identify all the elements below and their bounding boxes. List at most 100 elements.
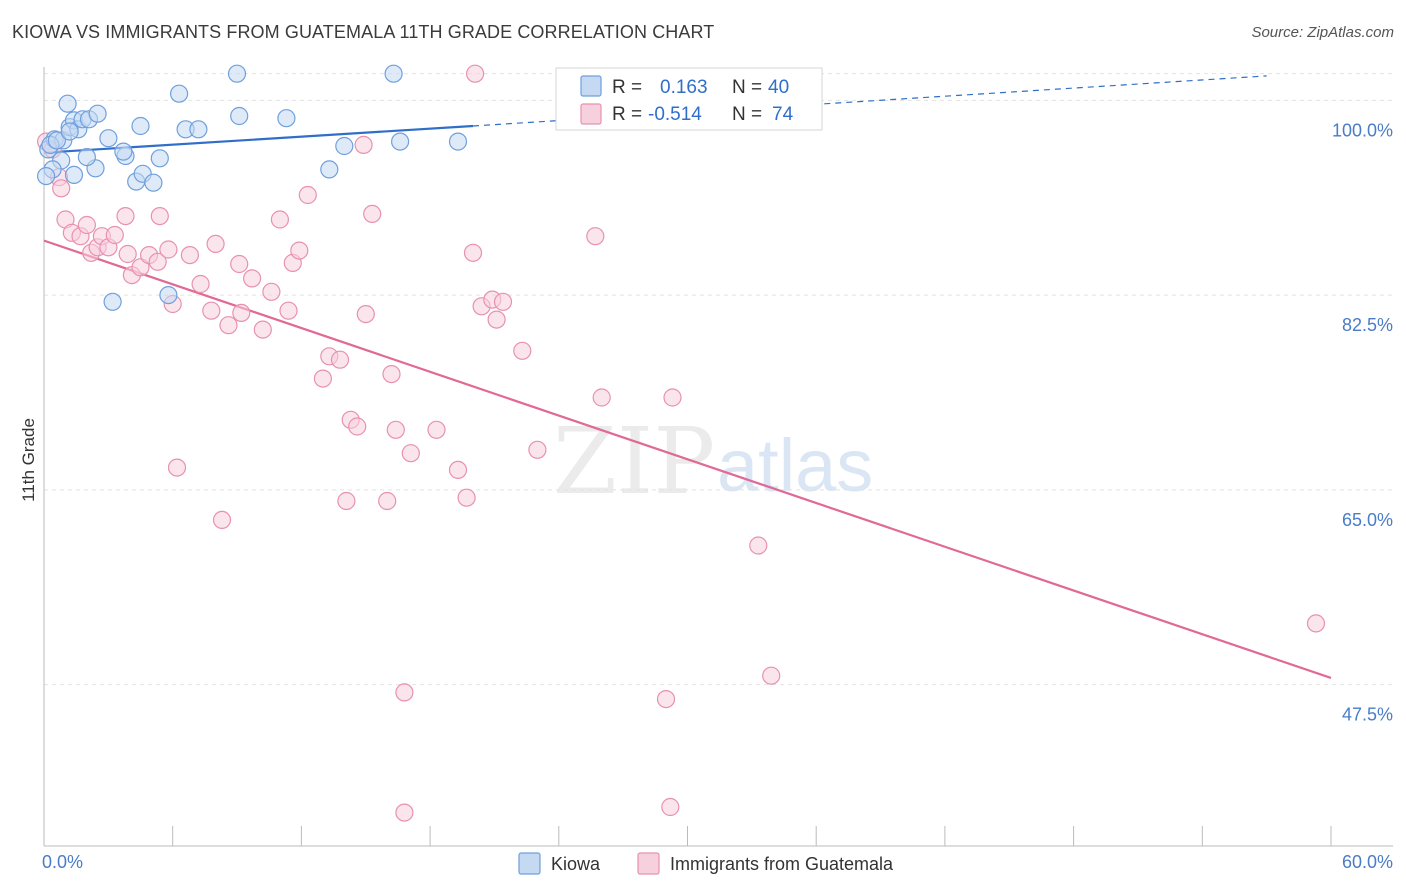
guatemala-point-47	[427, 420, 446, 439]
kiowa-point-26	[230, 106, 249, 126]
kiowa-point-30	[335, 136, 354, 156]
bottom-legend-guatemala: Immigrants from Guatemala	[670, 854, 894, 874]
y-tick-label-0: 100.0%	[1332, 120, 1393, 140]
guatemala-point-28	[232, 303, 251, 322]
guatemala-point-26	[219, 316, 238, 335]
guatemala-point-69	[212, 510, 232, 530]
trend-lines	[43, 75, 1332, 680]
source-label: Source: ZipAtlas.com	[1251, 24, 1394, 41]
guatemala-point-7	[77, 215, 97, 235]
y-tick-label-1: 82.5%	[1342, 315, 1393, 335]
legend-n-value-guatemala: 74	[772, 104, 794, 125]
kiowa-point-38	[47, 131, 67, 150]
guatemala-point-45	[386, 420, 405, 439]
kiowa-point-8	[88, 104, 107, 123]
kiowa-point-36	[36, 167, 56, 186]
guatemala-point-39	[330, 350, 350, 369]
guatemala-point-22	[180, 246, 199, 265]
guatemala-point-46	[401, 444, 420, 463]
guatemala-point-35	[290, 241, 309, 260]
guatemala-point-19	[150, 207, 169, 226]
data-points	[36, 64, 1326, 822]
guatemala-point-13	[116, 207, 135, 226]
guatemala-point-37	[313, 369, 332, 388]
kiowa-point-9	[58, 94, 77, 113]
guatemala-point-63	[1306, 614, 1326, 633]
kiowa-point-23	[170, 84, 189, 103]
guatemala-point-53	[487, 310, 506, 329]
guatemala-point-59	[663, 388, 682, 407]
legend-n-label-guatemala: N =	[732, 104, 762, 125]
legend-n-value-kiowa: 40	[768, 77, 789, 98]
guatemala-point-72	[395, 803, 414, 822]
kiowa-point-17	[114, 142, 133, 161]
kiowa-point-22	[150, 149, 169, 168]
grid-lines	[44, 73, 1393, 686]
kiowa-point-18	[131, 116, 150, 136]
guatemala-point-61	[661, 797, 680, 817]
guatemala-point-20	[159, 240, 178, 259]
kiowa-point-33	[448, 132, 468, 151]
kiowa-point-27	[227, 64, 247, 83]
guatemala-point-31	[262, 282, 281, 301]
kiowa-point-28	[277, 109, 296, 128]
guatemala-point-62	[749, 536, 768, 555]
guatemala-point-25	[206, 234, 225, 253]
legend-r-label-guatemala: R =	[612, 104, 642, 125]
legend-r-label-kiowa: R =	[612, 77, 642, 98]
guatemala-point-71	[395, 683, 414, 702]
bottom-legend-swatch-guatemala	[637, 852, 660, 875]
legend-r-value-kiowa: 0.163	[660, 77, 708, 98]
guatemala-point-66	[466, 64, 485, 83]
chart-title: KIOWA VS IMMIGRANTS FROM GUATEMALA 11TH …	[12, 22, 715, 42]
kiowa-point-12	[64, 165, 84, 184]
bottom-legend-kiowa: Kiowa	[551, 854, 601, 874]
watermark-zip: ZIP	[553, 408, 715, 515]
guatemala-point-60	[656, 689, 676, 709]
guatemala-point-29	[243, 269, 262, 288]
watermark-atlas: atlas	[717, 424, 873, 507]
y-tick-label-2: 65.0%	[1342, 510, 1393, 530]
kiowa-point-15	[99, 129, 118, 148]
guatemala-point-3	[52, 179, 71, 198]
guatemala-point-68	[167, 458, 187, 477]
legend-swatch-kiowa	[580, 75, 602, 97]
x-tick-max: 60.0%	[1342, 852, 1393, 872]
guatemala-point-24	[202, 301, 221, 320]
guatemala-point-42	[356, 305, 375, 324]
guatemala-point-58	[592, 388, 611, 407]
trend-line-guatemala	[43, 239, 1332, 680]
kiowa-point-31	[384, 64, 403, 83]
guatemala-point-14	[118, 244, 137, 264]
guatemala-point-32	[270, 210, 289, 229]
guatemala-point-55	[513, 341, 532, 360]
legend-swatch-guatemala	[580, 103, 602, 125]
guatemala-point-30	[253, 320, 272, 339]
guatemala-point-18	[148, 252, 167, 271]
correlation-legend: R = 0.163 N = 40 R = -0.514 N = 74	[555, 67, 823, 131]
guatemala-point-57	[586, 227, 605, 246]
guatemala-point-70	[378, 491, 397, 511]
guatemala-point-49	[457, 488, 476, 507]
guatemala-point-44	[382, 365, 401, 384]
guatemala-point-50	[463, 243, 483, 262]
kiowa-point-14	[77, 148, 97, 167]
x-tick-min: 0.0%	[42, 852, 83, 872]
guatemala-point-67	[337, 491, 356, 511]
guatemala-point-36	[298, 185, 317, 205]
bottom-legend-swatch-kiowa	[518, 852, 541, 875]
guatemala-point-33	[279, 301, 298, 320]
guatemala-point-43	[363, 204, 382, 223]
kiowa-point-34	[103, 292, 122, 311]
kiowa-point-29	[320, 160, 339, 179]
guatemala-point-54	[493, 292, 513, 311]
guatemala-point-27	[230, 254, 249, 274]
guatemala-point-12	[105, 225, 124, 245]
legend-n-label-kiowa: N =	[732, 77, 762, 98]
axes	[43, 67, 1393, 847]
kiowa-point-25	[189, 120, 208, 139]
tick-marks	[43, 826, 1332, 846]
y-axis-title: 11th Grade	[19, 418, 38, 502]
guatemala-point-48	[448, 460, 468, 479]
